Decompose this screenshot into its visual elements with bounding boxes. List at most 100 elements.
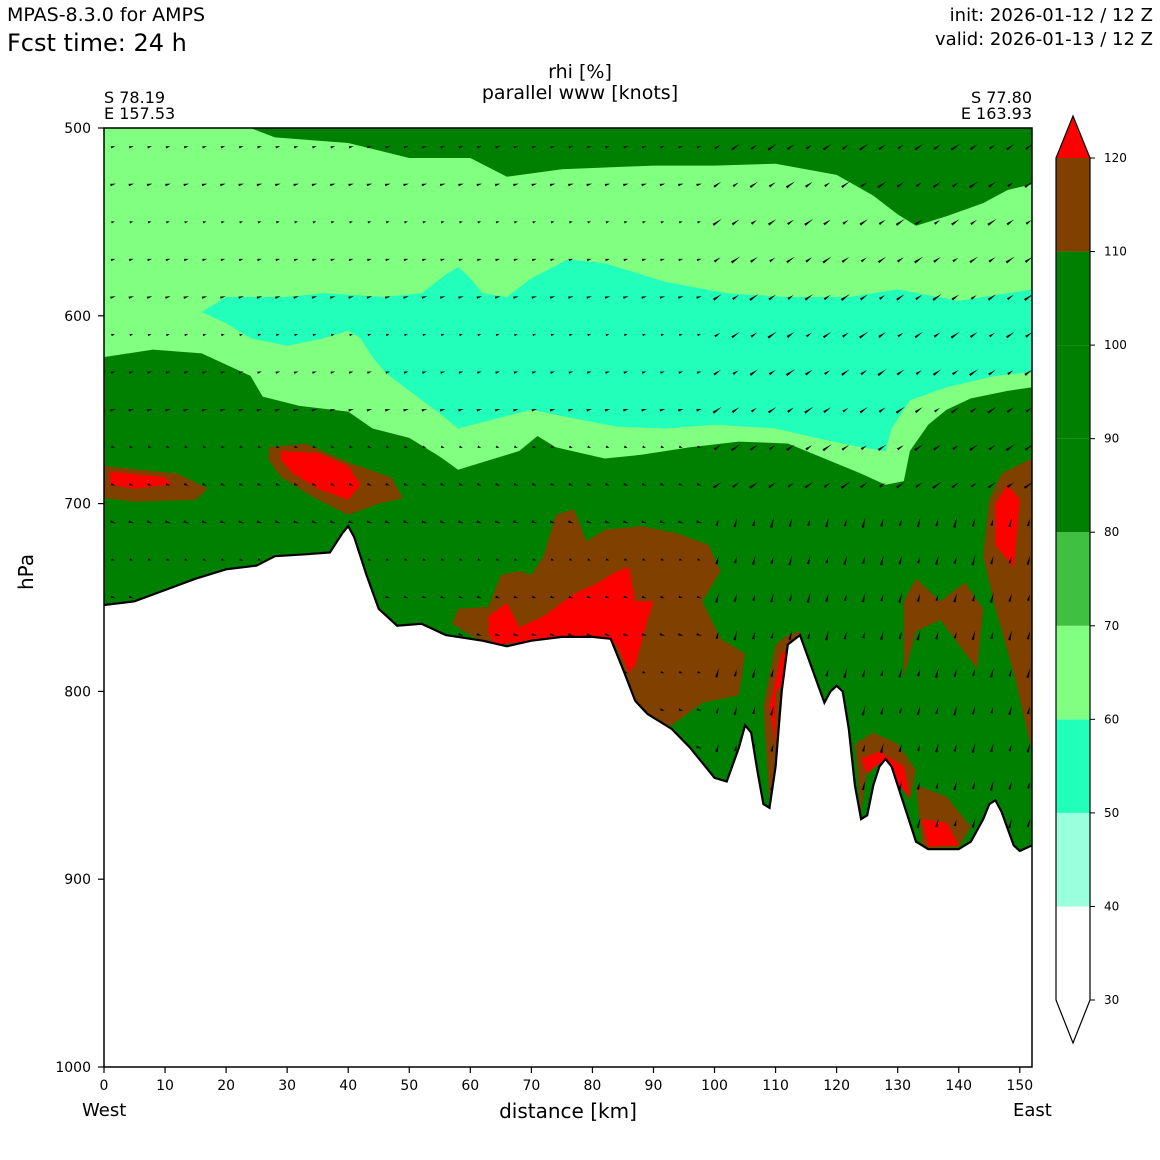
wind-arrow xyxy=(862,819,865,827)
colorbar-tick-label: 60 xyxy=(1104,712,1119,726)
wind-arrow xyxy=(494,745,501,749)
wind-arrow xyxy=(1025,144,1032,150)
wind-arrow xyxy=(531,371,537,374)
wind-arrow xyxy=(587,558,592,561)
wind-arrow xyxy=(587,783,592,786)
wind-arrow xyxy=(697,445,701,448)
wind-arrow xyxy=(532,221,537,224)
wind-arrow xyxy=(366,745,373,749)
wind-arrow xyxy=(476,708,482,711)
wind-arrow xyxy=(421,183,428,187)
wind-arrow xyxy=(568,258,574,262)
wind-arrow xyxy=(202,670,207,674)
wind-arrow xyxy=(660,595,665,599)
wind-arrow xyxy=(495,371,500,374)
wind-arrow xyxy=(641,258,647,262)
wind-arrow xyxy=(256,520,263,524)
wind-arrow xyxy=(715,668,719,678)
wind-arrow xyxy=(788,781,792,790)
wind-arrow xyxy=(183,708,189,711)
wind-arrow xyxy=(111,558,115,561)
wind-arrow xyxy=(440,333,445,337)
wind-arrow xyxy=(477,333,482,337)
wind-arrow xyxy=(696,820,702,824)
rhi-region-120 xyxy=(281,451,361,500)
wind-arrow xyxy=(513,408,519,412)
wind-arrow xyxy=(440,445,445,448)
wind-arrow xyxy=(293,371,299,374)
wind-arrow xyxy=(824,370,831,375)
wind-arrow xyxy=(403,408,409,412)
wind-arrow xyxy=(840,481,851,489)
wind-arrow xyxy=(770,705,774,716)
wind-arrow xyxy=(495,558,500,561)
end-location: S 77.80 E 163.93 xyxy=(961,90,1032,122)
wind-arrow xyxy=(550,371,555,374)
wind-arrow xyxy=(788,742,793,754)
wind-arrow xyxy=(971,781,975,790)
wind-arrow xyxy=(495,595,500,599)
chart-title: rhi [%] xyxy=(548,61,612,83)
wind-arrow xyxy=(714,332,721,338)
wind-arrow xyxy=(750,220,757,225)
wind-arrow xyxy=(366,520,373,524)
wind-arrow xyxy=(513,296,519,299)
wind-arrow xyxy=(568,558,573,561)
init-time: init: 2026-01-12 / 12 Z xyxy=(949,5,1153,26)
wind-arrow xyxy=(550,146,555,149)
wind-arrow xyxy=(476,371,482,374)
wind-arrow xyxy=(880,706,884,715)
wind-arrow xyxy=(366,408,373,412)
wind-arrow xyxy=(877,256,887,264)
wind-arrow xyxy=(165,520,171,524)
wind-arrow xyxy=(916,517,921,528)
x-axis-label: distance [km] xyxy=(499,1099,637,1123)
wind-arrow xyxy=(934,743,939,753)
wind-arrow xyxy=(531,296,538,299)
wind-arrow xyxy=(293,745,299,749)
wind-arrow xyxy=(825,705,829,716)
wind-arrow xyxy=(971,742,976,754)
wind-arrow xyxy=(749,181,759,189)
wind-arrow xyxy=(275,558,280,561)
wind-arrow xyxy=(605,820,610,824)
wind-arrow xyxy=(935,782,939,789)
wind-arrow xyxy=(861,780,866,791)
wind-arrow xyxy=(367,595,372,599)
wind-arrow xyxy=(715,519,719,526)
wind-arrow xyxy=(422,333,427,337)
wind-arrow xyxy=(146,520,153,524)
wind-arrow xyxy=(275,146,281,149)
wind-arrow xyxy=(238,482,244,486)
wind-arrow xyxy=(730,256,741,264)
wind-arrow xyxy=(971,593,975,602)
x-tick-label: 150 xyxy=(1006,1078,1033,1094)
wind-arrow xyxy=(349,670,353,674)
wind-arrow xyxy=(605,221,610,224)
wind-arrow xyxy=(110,183,116,187)
wind-arrow xyxy=(495,333,500,337)
wind-arrow xyxy=(110,146,116,149)
wind-arrow xyxy=(623,520,629,524)
wind-arrow xyxy=(384,183,391,187)
wind-arrow xyxy=(239,445,244,448)
wind-arrow xyxy=(1025,332,1032,338)
wind-arrow xyxy=(730,444,741,452)
rhi-region-120 xyxy=(861,751,910,797)
wind-arrow xyxy=(421,296,428,299)
wind-arrow xyxy=(988,257,996,263)
wind-arrow xyxy=(604,408,611,412)
plot-area xyxy=(103,128,1033,853)
wind-arrow xyxy=(403,482,409,486)
wind-arrow xyxy=(898,743,902,753)
wind-arrow xyxy=(824,817,829,829)
wind-arrow xyxy=(202,445,207,448)
wind-arrow xyxy=(549,745,556,749)
wind-arrow xyxy=(366,183,373,187)
wind-arrow xyxy=(183,296,190,299)
wind-arrow xyxy=(275,408,281,412)
wind-arrow xyxy=(660,558,665,561)
wind-arrow xyxy=(932,481,942,489)
wind-arrow xyxy=(459,221,463,224)
wind-arrow xyxy=(404,221,408,224)
